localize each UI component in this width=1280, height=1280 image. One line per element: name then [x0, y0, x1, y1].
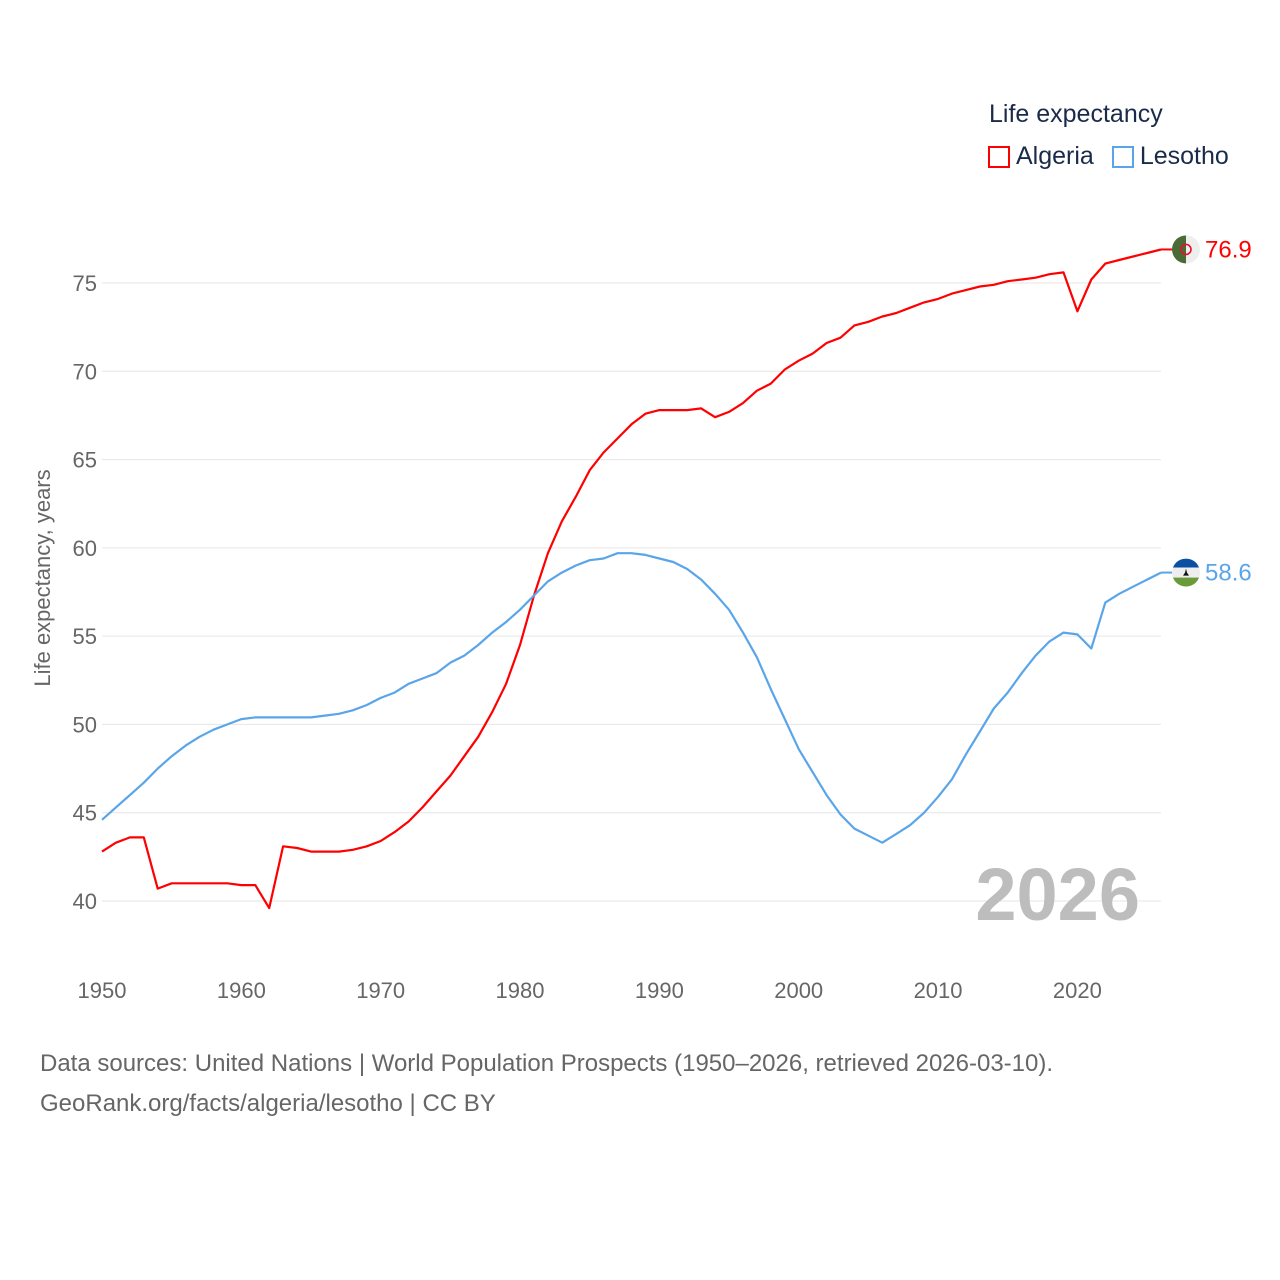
series-line-algeria — [101, 248, 1162, 910]
hat-icon — [1183, 568, 1189, 576]
gridlines — [102, 282, 1161, 902]
end-value-label: 58.6 — [1205, 560, 1252, 587]
x-tick-label: 2020 — [1053, 978, 1102, 1003]
y-tick-label: 60 — [73, 536, 97, 561]
flag-white — [1186, 235, 1200, 264]
legend-item-algeria[interactable]: Algeria — [988, 142, 1094, 171]
x-tick-label: 2000 — [774, 978, 823, 1003]
end-value-label: 76.9 — [1205, 236, 1252, 263]
y-tick-label: 65 — [73, 448, 97, 473]
legend-item-lesotho[interactable]: Lesotho — [1111, 142, 1229, 171]
series-lines — [101, 248, 1162, 910]
legend-swatch-algeria — [988, 145, 1010, 168]
x-tick-label: 1950 — [78, 978, 127, 1003]
y-tick-labels: 40 45 50 55 60 65 70 75 — [73, 271, 97, 914]
flag-blue — [1172, 558, 1200, 568]
y-tick-label: 50 — [73, 712, 97, 737]
x-tick-label: 1990 — [635, 978, 684, 1003]
end-markers: 76.9 58.6 — [1161, 235, 1252, 587]
crescent-icon — [1180, 243, 1192, 256]
flag-green — [1172, 577, 1200, 587]
flag-body — [1172, 558, 1200, 587]
y-tick-label: 40 — [73, 889, 97, 914]
legend-label-lesotho: Lesotho — [1139, 142, 1229, 170]
y-tick-label: 55 — [73, 624, 97, 649]
y-tick-label: 45 — [73, 801, 97, 826]
series-line-lesotho — [101, 552, 1162, 844]
legend-swatch-lesotho — [1111, 145, 1134, 168]
x-tick-labels: 1950 1960 1970 1980 1990 2000 2010 2020 — [78, 978, 1102, 1003]
algeria-flag-icon — [1172, 235, 1200, 264]
flag-body — [1172, 235, 1200, 264]
x-tick-label: 1970 — [356, 978, 405, 1003]
x-tick-label: 2010 — [914, 978, 963, 1003]
lesotho-flag-icon — [1172, 558, 1200, 587]
legend: Algeria Lesotho — [988, 142, 1229, 171]
source-line-1: Data sources: United Nations | World Pop… — [40, 1050, 1054, 1077]
y-tick-label: 75 — [73, 271, 97, 296]
y-tick-label: 70 — [73, 359, 97, 384]
year-watermark: 2026 — [975, 853, 1140, 936]
legend-title: Life expectancy — [989, 100, 1163, 128]
x-tick-label: 1980 — [496, 978, 545, 1003]
source-link[interactable]: GeoRank.org/facts/algeria/lesotho | CC B… — [40, 1090, 496, 1117]
flag-green — [1172, 235, 1186, 264]
x-tick-label: 1960 — [217, 978, 266, 1003]
y-axis-title: Life expectancy, years — [30, 469, 55, 687]
source-note: Data sources: United Nations | World Pop… — [40, 1044, 1053, 1124]
legend-label-algeria: Algeria — [1016, 142, 1094, 170]
